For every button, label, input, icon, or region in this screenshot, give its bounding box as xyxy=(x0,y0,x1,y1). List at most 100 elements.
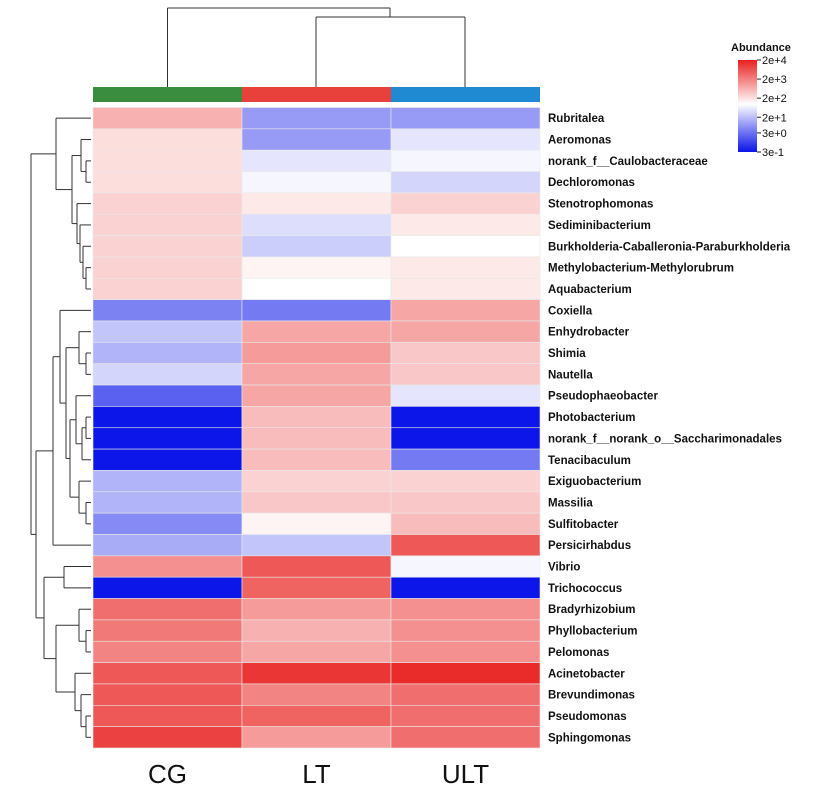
legend-tick-label: 3e-1 xyxy=(762,147,784,159)
heatmap-cell xyxy=(241,598,392,621)
heatmap-cell xyxy=(92,470,243,493)
row-label: Sphingomonas xyxy=(548,732,631,744)
row-label: Pseudophaeobacter xyxy=(548,391,658,403)
row-label: Bradyrhizobium xyxy=(548,604,636,616)
heatmap-cell xyxy=(92,299,243,322)
heatmap-cell xyxy=(390,598,541,621)
heatmap-cell xyxy=(390,619,541,642)
heatmap-cell xyxy=(92,192,243,215)
heatmap-cell xyxy=(241,342,392,365)
heatmap-cell xyxy=(390,363,541,386)
heatmap-cell xyxy=(390,384,541,407)
heatmap-cell xyxy=(390,128,541,151)
heatmap-cell xyxy=(390,171,541,194)
heatmap-cell xyxy=(241,320,392,343)
row-labels: Rubritalea Aeromonas norank_f__Caulobacter… xyxy=(548,113,791,744)
heatmap-cell xyxy=(92,448,243,471)
heatmap-cell xyxy=(390,235,541,258)
heatmap-cell xyxy=(390,320,541,343)
heatmap-cell xyxy=(241,363,392,386)
heatmap-cell xyxy=(92,598,243,621)
heatmap-cell xyxy=(92,342,243,365)
heatmap-cell xyxy=(390,576,541,599)
legend-tick-label: 3e+0 xyxy=(762,128,787,140)
heatmap-cell xyxy=(241,192,392,215)
row-label: Acinetobacter xyxy=(548,668,625,680)
heatmap-cell xyxy=(390,662,541,685)
heatmap-cell xyxy=(92,619,243,642)
heatmap-cell xyxy=(390,448,541,471)
heatmap-cell xyxy=(92,704,243,727)
heatmap-cell xyxy=(241,704,392,727)
legend-title: Abundance xyxy=(731,42,791,54)
row-label: Phyllobacterium xyxy=(548,626,637,638)
heatmap-cell xyxy=(390,107,541,130)
heatmap-cell xyxy=(390,726,541,749)
heatmap-cell xyxy=(390,491,541,514)
heatmap-cell xyxy=(390,256,541,279)
heatmap-cell xyxy=(390,406,541,429)
row-label: Nautella xyxy=(548,369,593,381)
row-dendrogram xyxy=(30,117,91,738)
row-label: Trichococcus xyxy=(548,583,622,595)
heatmap-cell xyxy=(241,235,392,258)
heatmap-cell xyxy=(241,726,392,749)
row-label: norank_f__norank_o__Saccharimonadales xyxy=(548,433,782,445)
heatmap-cell xyxy=(92,640,243,663)
heatmap-cell xyxy=(390,427,541,450)
heatmap-cell xyxy=(390,149,541,172)
legend-tick-label: 2e+2 xyxy=(762,93,787,105)
heatmap-cell xyxy=(92,534,243,557)
heatmap-cell xyxy=(92,363,243,386)
legend-tick-label: 2e+1 xyxy=(762,112,787,124)
row-label: Coxiella xyxy=(548,305,593,317)
heatmap-cell xyxy=(241,213,392,236)
heatmap-cell xyxy=(241,534,392,557)
column-label: LT xyxy=(302,759,331,789)
heatmap-cell xyxy=(390,704,541,727)
heatmap-cell xyxy=(241,470,392,493)
row-label: norank_f__Caulobacteraceae xyxy=(548,156,708,168)
row-label: Methylobacterium-Methylorubrum xyxy=(548,263,734,275)
heatmap-cell xyxy=(92,555,243,578)
heatmap-cell xyxy=(92,406,243,429)
heatmap-cell xyxy=(241,384,392,407)
column-group-bar xyxy=(93,87,540,102)
row-label: Aquabacterium xyxy=(548,284,632,296)
heatmap-cell xyxy=(92,149,243,172)
heatmap-cell xyxy=(92,576,243,599)
heatmap-cell xyxy=(92,320,243,343)
heatmap-cell xyxy=(92,683,243,706)
heatmap-cell xyxy=(92,427,243,450)
row-label: Tenacibaculum xyxy=(548,455,631,467)
row-label: Exiguobacterium xyxy=(548,476,641,488)
heatmap-cell xyxy=(390,640,541,663)
row-label: Dechloromonas xyxy=(548,177,635,189)
row-label: Persicirhabdus xyxy=(548,540,631,552)
heatmap-cell xyxy=(92,726,243,749)
heatmap-cell xyxy=(390,683,541,706)
column-label: ULT xyxy=(442,759,489,789)
heatmap-cell xyxy=(390,512,541,535)
column-label: CG xyxy=(148,759,187,789)
row-label: Enhydrobacter xyxy=(548,327,630,339)
row-label: Sediminibacterium xyxy=(548,220,651,232)
heatmap-cell xyxy=(241,448,392,471)
group-bar-CG xyxy=(93,87,242,102)
heatmap-cell xyxy=(241,277,392,300)
column-labels: CG LT ULT xyxy=(148,759,489,789)
column-dendrogram xyxy=(167,7,466,87)
legend: Abundance 2e+4 2e+3 2e+2 2e+1 3e+0 3e-1 xyxy=(731,42,791,159)
heatmap-cell xyxy=(390,534,541,557)
heatmap-cell xyxy=(390,299,541,322)
heatmap-cell xyxy=(92,384,243,407)
heatmap-cell xyxy=(241,427,392,450)
row-label: Photobacterium xyxy=(548,412,636,424)
row-label: Shimia xyxy=(548,348,586,360)
row-label: Pseudomonas xyxy=(548,711,627,723)
heatmap-cell xyxy=(241,683,392,706)
heatmap-cell xyxy=(92,277,243,300)
row-label: Pelomonas xyxy=(548,647,609,659)
heatmap-cell xyxy=(92,107,243,130)
